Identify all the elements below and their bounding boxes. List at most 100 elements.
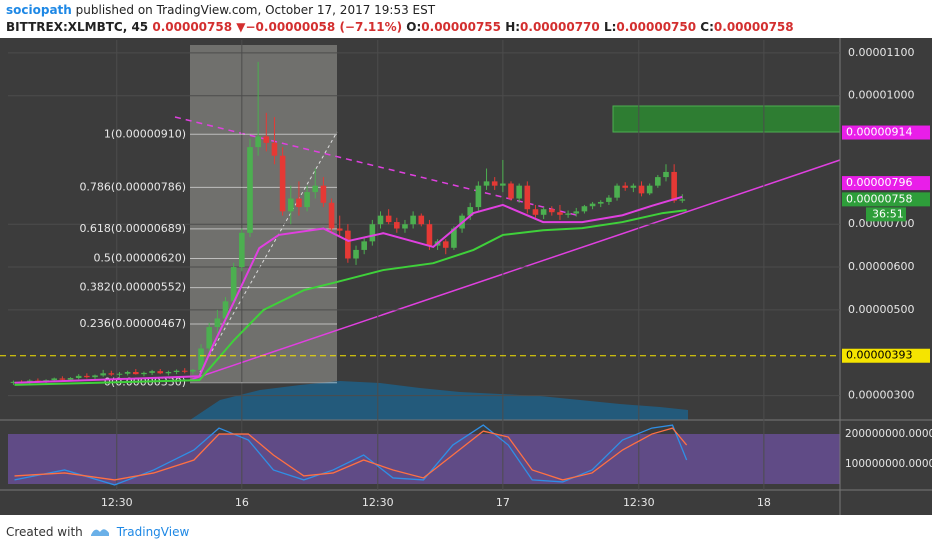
candle-body: [132, 372, 139, 375]
candle-body: [483, 181, 490, 186]
o-label: O:: [406, 20, 422, 34]
y-tick-label: 0.00001000: [848, 89, 914, 102]
candle-body: [108, 373, 115, 375]
y-tick-label: 100000000.0000: [845, 458, 932, 470]
moving-average: [14, 209, 687, 386]
countdown: 36:51: [872, 207, 904, 220]
candle-body: [516, 185, 522, 199]
candle-body: [239, 232, 245, 268]
candle-body: [255, 136, 261, 148]
candle-body: [646, 185, 653, 194]
candle-body: [573, 211, 580, 214]
y-tick-label: 0.00000600: [848, 260, 914, 273]
price-tag-label: 0.00000758: [846, 192, 912, 205]
price-tag: [842, 192, 930, 207]
candle-body: [655, 177, 661, 186]
trend-line-dashed: [174, 116, 581, 217]
candle-body: [345, 230, 351, 259]
published: published on TradingView.com, October 17…: [75, 3, 436, 17]
trend-line: [189, 159, 841, 381]
candle-body: [92, 375, 98, 378]
candle-body: [581, 206, 588, 212]
price-tag-label: 0.00000393: [846, 349, 912, 362]
candle-body: [59, 378, 66, 380]
last-price: 0.00000758: [152, 20, 233, 34]
candle-body: [320, 185, 327, 203]
candle-body: [51, 378, 58, 381]
moving-average: [14, 195, 683, 384]
candle-body: [361, 241, 367, 250]
fib-label: 1(0.00000910): [104, 127, 186, 140]
x-tick-label: 17: [496, 496, 510, 509]
stoch-band: [8, 434, 840, 484]
candle-body: [230, 267, 237, 302]
candle-body: [149, 371, 155, 373]
candle-body: [426, 224, 433, 246]
candle-body: [312, 185, 319, 193]
open: 0.00000755: [421, 20, 501, 34]
y-tick-label: 200000000.0000: [845, 428, 932, 440]
candle-body: [271, 142, 278, 156]
candle-body: [124, 372, 131, 374]
change: −0.00000058 (−7.11%): [245, 20, 403, 34]
candle-body: [418, 215, 425, 225]
fib-box: [190, 45, 337, 382]
candle-body: [84, 375, 90, 378]
candle-body: [663, 171, 669, 178]
candle-body: [508, 183, 514, 199]
candle-body: [402, 224, 408, 229]
candle-body: [467, 207, 474, 216]
candle-body: [540, 209, 547, 215]
footer: Created with TradingView: [6, 522, 189, 539]
candle-body: [548, 209, 555, 213]
price-tag: [842, 125, 930, 140]
volume-area: [190, 381, 688, 420]
x-tick-label: 16: [235, 496, 249, 509]
candle-body: [198, 348, 204, 370]
candle-body: [475, 185, 482, 208]
header: sociopath published on TradingView.com, …: [6, 2, 794, 36]
l-label: L:: [603, 20, 617, 34]
candle-body: [304, 192, 310, 208]
price-tag: [842, 176, 930, 191]
c-label: C:: [700, 20, 714, 34]
candle-body: [181, 370, 188, 372]
countdown-box: [866, 207, 906, 222]
fib-label: 0.786(0.00000786): [79, 180, 186, 193]
candle-body: [410, 215, 416, 225]
close: 0.00000758: [713, 20, 794, 34]
candle-body: [589, 203, 596, 207]
stoch-line: [14, 424, 688, 486]
brand[interactable]: TradingView: [116, 525, 190, 539]
candle-body: [606, 197, 612, 202]
y-tick-label: 0.00001100: [848, 46, 914, 59]
candle-body: [116, 373, 123, 375]
candle-body: [222, 301, 229, 319]
candle-body: [679, 199, 686, 201]
price-tag-label: 0.00000796: [846, 176, 912, 189]
price-tag: [842, 348, 930, 363]
fib-label: 0.5(0.00000620): [93, 251, 186, 264]
candle-body: [214, 318, 221, 328]
created-with: Created with: [6, 525, 83, 539]
candle-body: [557, 212, 563, 215]
candle-body: [565, 213, 571, 215]
y-tick-label: 0.00000300: [848, 389, 914, 402]
candle-body: [369, 224, 376, 242]
fib-label: 0.382(0.00000552): [79, 281, 186, 294]
candle-body: [377, 215, 384, 225]
x-tick-label: 18: [757, 496, 771, 509]
x-tick-label: 12:30: [362, 496, 394, 509]
candle-body: [597, 201, 604, 204]
candle-body: [491, 181, 498, 186]
author[interactable]: sociopath: [6, 3, 72, 17]
candle-body: [451, 228, 457, 248]
x-tick-label: 12:30: [101, 496, 133, 509]
y-tick-label: 0.00000500: [848, 303, 914, 316]
candle-body: [157, 371, 164, 374]
stoch-line: [14, 427, 688, 481]
candle-body: [614, 185, 620, 198]
target-zone: [612, 105, 841, 133]
logo: [90, 529, 109, 536]
